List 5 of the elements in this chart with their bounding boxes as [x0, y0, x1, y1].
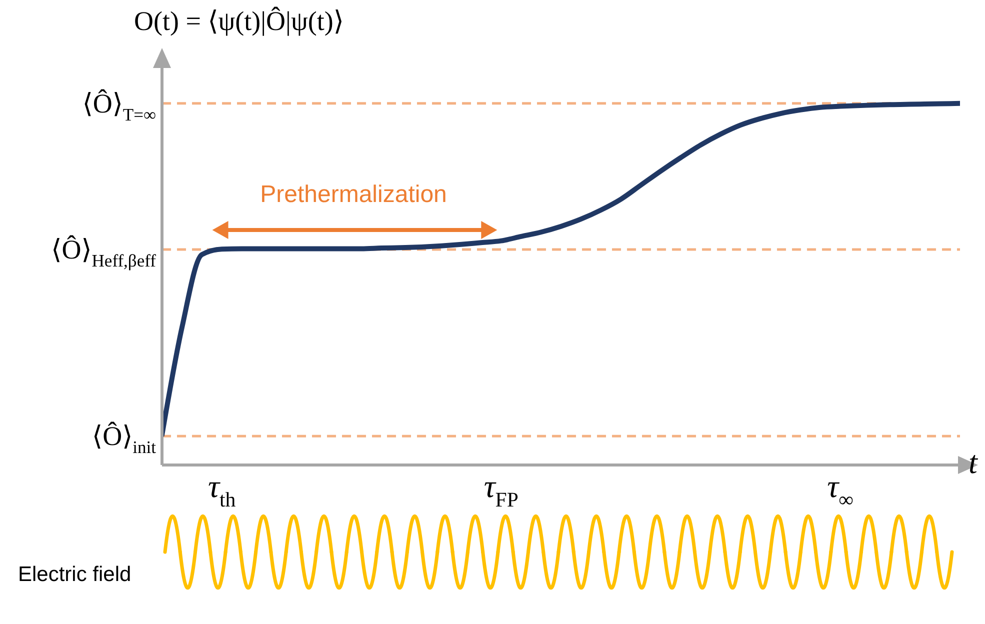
annotation: Prethermalization [260, 181, 447, 208]
y-axis-title: O(t) = ⟨ψ(t)|Ô|ψ(t)⟩ [134, 6, 344, 36]
x-axis-title: t [968, 444, 979, 480]
text: Electric field [18, 563, 132, 587]
x-tick-label: τ∞ [827, 468, 854, 512]
